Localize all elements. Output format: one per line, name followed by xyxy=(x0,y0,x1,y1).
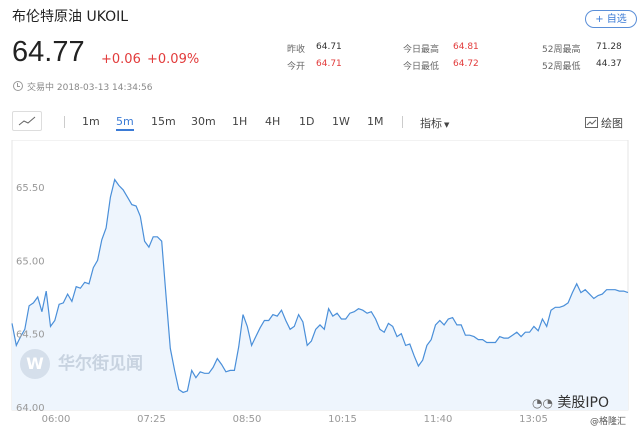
add-watchlist-button[interactable]: + 自选 xyxy=(585,10,637,28)
prev-close-label: 昨收 xyxy=(287,45,306,55)
interval-5m[interactable]: 5m xyxy=(116,115,134,131)
x-tick-label: 13:05 xyxy=(519,414,548,425)
last-price: 64.77 xyxy=(12,36,85,68)
interval-1m[interactable]: 1m xyxy=(82,115,100,128)
prev-close-value: 64.71 xyxy=(316,42,342,52)
draw-tool-button[interactable]: 绘图 xyxy=(585,115,623,131)
interval-1d[interactable]: 1D xyxy=(299,115,315,128)
interval-30m[interactable]: 30m xyxy=(191,115,216,128)
price-change: +0.06 xyxy=(101,52,141,67)
indicator-menu[interactable]: 指标 ▼ xyxy=(420,115,449,131)
trading-status-text: 交易中 2018-03-13 14:34:56 xyxy=(27,83,153,93)
y-tick-label: 64.00 xyxy=(16,403,45,414)
week52-high-value: 71.28 xyxy=(596,42,622,52)
price-area xyxy=(12,179,628,410)
x-tick-label: 08:50 xyxy=(233,414,262,425)
week52-high-label: 52周最高 xyxy=(542,45,581,55)
caret-down-icon: ▼ xyxy=(444,121,450,129)
y-tick-label: 65.00 xyxy=(16,256,45,267)
interval-1h[interactable]: 1H xyxy=(232,115,248,128)
watermark-logo: W xyxy=(20,349,50,379)
interval-1mo[interactable]: 1M xyxy=(367,115,384,128)
day-low-label: 今日最低 xyxy=(403,62,440,72)
draw-icon xyxy=(585,117,598,128)
clock-icon xyxy=(13,81,23,91)
line-chart-type-button[interactable] xyxy=(12,111,42,131)
x-tick-label: 06:00 xyxy=(42,414,71,425)
wechat-footer: ◔◔ 美股IPO xyxy=(532,392,609,412)
interval-15m[interactable]: 15m xyxy=(151,115,176,128)
toolbar-divider xyxy=(64,116,65,128)
line-chart-icon xyxy=(18,116,36,126)
chart-toolbar: 1m 5m 15m 30m 1H 4H 1D 1W 1M 指标 ▼ 绘图 xyxy=(0,108,640,136)
price-change-percent: +0.09% xyxy=(147,52,200,67)
day-high-value: 64.81 xyxy=(453,42,479,52)
y-tick-label: 65.50 xyxy=(16,183,45,194)
week52-low-value: 44.37 xyxy=(596,59,622,69)
watermark-text: 华尔街见闻 xyxy=(58,354,143,374)
x-tick-label: 07:25 xyxy=(137,414,166,425)
indicator-label: 指标 xyxy=(420,117,442,130)
price-line xyxy=(11,178,629,394)
day-low-value: 64.72 xyxy=(453,59,479,69)
interval-4h[interactable]: 4H xyxy=(265,115,281,128)
interval-1w[interactable]: 1W xyxy=(332,115,350,128)
y-tick-label: 64.50 xyxy=(16,330,45,341)
toolbar-divider xyxy=(402,116,403,128)
wechat-icon: ◔◔ xyxy=(532,396,553,410)
day-high-label: 今日最高 xyxy=(403,45,440,55)
instrument-title: 布伦特原油 UKOIL xyxy=(12,9,129,25)
open-value: 64.71 xyxy=(316,59,342,69)
wechat-account: 美股IPO xyxy=(557,395,609,411)
x-tick-label: 10:15 xyxy=(328,414,357,425)
open-label: 今开 xyxy=(287,62,306,72)
draw-label: 绘图 xyxy=(601,117,623,130)
trading-status: 交易中 2018-03-13 14:34:56 xyxy=(13,80,152,93)
week52-low-label: 52周最低 xyxy=(542,62,581,72)
x-tick-label: 11:40 xyxy=(424,414,453,425)
signature: @格隆汇 xyxy=(590,417,627,427)
